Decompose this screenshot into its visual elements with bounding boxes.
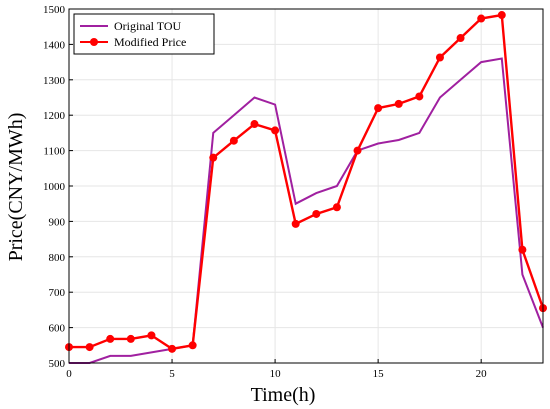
data-point: [394, 99, 403, 108]
y-axis-label: Price(CNY/MWh): [5, 113, 27, 262]
grid-lines: [68, 8, 543, 364]
y-tick-label: 800: [49, 252, 66, 264]
x-tick-label: 20: [476, 368, 488, 380]
data-point: [497, 11, 506, 20]
data-point: [312, 209, 321, 218]
x-tick-label: 15: [373, 368, 385, 380]
data-point: [271, 126, 280, 135]
data-point: [456, 34, 465, 43]
data-point: [147, 331, 156, 340]
series-group: [65, 11, 547, 364]
data-point: [291, 219, 300, 228]
y-tick-label: 1000: [43, 181, 66, 193]
data-point: [209, 153, 218, 162]
x-tick-label: 10: [270, 368, 282, 380]
y-tick-label: 1100: [43, 146, 65, 158]
series-line-2: [69, 13, 545, 351]
y-tick-label: 1400: [43, 39, 66, 51]
data-point: [188, 341, 197, 350]
legend-label: Original TOU: [114, 19, 182, 33]
series-line-1: [69, 57, 544, 364]
y-tick-label: 500: [49, 358, 66, 370]
x-tick-label: 0: [66, 368, 72, 380]
data-point: [85, 343, 94, 352]
data-point: [415, 92, 424, 101]
y-tick-label: 1500: [43, 4, 66, 16]
data-point: [126, 334, 135, 343]
y-tick-label: 900: [49, 216, 66, 228]
legend-box: [73, 13, 215, 55]
x-axis-label: Time(h): [251, 384, 316, 406]
axis-ticks: 500 600 700 800 900 1000 1100 1200 1300 1400 1500 0…: [43, 4, 487, 380]
y-tick-label: 600: [49, 323, 66, 335]
legend-marker: [90, 38, 98, 46]
y-tick-label: 1300: [43, 75, 66, 87]
data-point: [435, 53, 444, 62]
data-point: [518, 245, 527, 254]
data-point: [374, 104, 383, 113]
x-tick-label: 5: [169, 368, 175, 380]
data-point: [250, 120, 259, 129]
data-point: [332, 203, 341, 212]
y-tick-label: 1200: [43, 110, 66, 122]
data-point: [353, 146, 362, 155]
data-point: [106, 334, 115, 343]
data-point: [229, 136, 238, 145]
legend-label: Modified Price: [114, 35, 186, 49]
data-point: [168, 344, 177, 353]
data-point: [477, 14, 486, 23]
legend: Original TOU Modified Price: [73, 13, 215, 55]
y-tick-label: 700: [49, 287, 66, 299]
